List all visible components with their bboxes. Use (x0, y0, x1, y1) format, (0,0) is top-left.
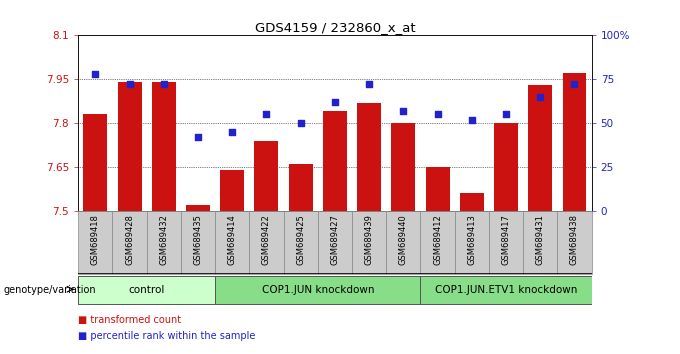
Bar (289, 164, 313, 211)
Text: GSM689428: GSM689428 (125, 215, 134, 266)
Text: GSM689439: GSM689439 (364, 215, 373, 266)
Bar (426, 167, 449, 211)
Text: GSM689422: GSM689422 (262, 215, 271, 265)
Text: GSM689438: GSM689438 (570, 215, 579, 266)
Point (364, 82, 375, 87)
Point (124, 82, 135, 87)
Bar (118, 82, 141, 211)
Point (192, 134, 203, 140)
Bar (250, 211, 284, 274)
Bar (386, 211, 420, 274)
Text: GSM689432: GSM689432 (159, 215, 168, 266)
Bar (455, 211, 489, 274)
Point (500, 112, 511, 117)
Text: control: control (129, 285, 165, 295)
Point (329, 99, 340, 105)
Bar (84, 114, 107, 211)
Bar (528, 85, 552, 211)
Title: GDS4159 / 232860_x_at: GDS4159 / 232860_x_at (254, 21, 415, 34)
Bar (186, 205, 210, 211)
Text: ■ percentile rank within the sample: ■ percentile rank within the sample (78, 331, 256, 341)
Point (534, 94, 545, 99)
Bar (352, 211, 386, 274)
Bar (558, 211, 592, 274)
Bar (318, 211, 352, 274)
Text: COP1.JUN.ETV1 knockdown: COP1.JUN.ETV1 knockdown (435, 285, 577, 295)
Bar (220, 170, 244, 211)
Bar (523, 211, 558, 274)
Point (466, 117, 477, 122)
Bar (494, 123, 518, 211)
Bar (78, 276, 215, 304)
Text: GSM689427: GSM689427 (330, 215, 339, 266)
Text: GSM689435: GSM689435 (194, 215, 203, 266)
Point (295, 120, 306, 126)
Bar (420, 276, 592, 304)
Text: COP1.JUN knockdown: COP1.JUN knockdown (262, 285, 374, 295)
Point (226, 129, 238, 135)
Text: genotype/variation: genotype/variation (3, 285, 96, 295)
Bar (284, 211, 318, 274)
Bar (254, 141, 278, 211)
Bar (112, 211, 147, 274)
Text: GSM689412: GSM689412 (433, 215, 442, 265)
Bar (215, 276, 420, 304)
Text: GSM689425: GSM689425 (296, 215, 305, 265)
Bar (420, 211, 455, 274)
Bar (215, 211, 250, 274)
Bar (562, 73, 586, 211)
Bar (323, 112, 347, 211)
Text: GSM689431: GSM689431 (536, 215, 545, 266)
Text: GSM689413: GSM689413 (467, 215, 476, 266)
Point (90, 71, 101, 77)
Text: GSM689440: GSM689440 (399, 215, 408, 265)
Bar (78, 211, 112, 274)
Text: GSM689418: GSM689418 (91, 215, 100, 266)
Bar (460, 193, 483, 211)
Bar (357, 103, 381, 211)
Text: GSM689417: GSM689417 (502, 215, 511, 266)
Point (569, 82, 580, 87)
Bar (392, 123, 415, 211)
Text: ■ transformed count: ■ transformed count (78, 315, 182, 325)
Point (398, 108, 409, 114)
Bar (152, 82, 175, 211)
Bar (181, 211, 215, 274)
Point (432, 112, 443, 117)
Bar (489, 211, 523, 274)
Text: GSM689414: GSM689414 (228, 215, 237, 265)
Point (261, 112, 272, 117)
Point (158, 82, 169, 87)
Bar (147, 211, 181, 274)
